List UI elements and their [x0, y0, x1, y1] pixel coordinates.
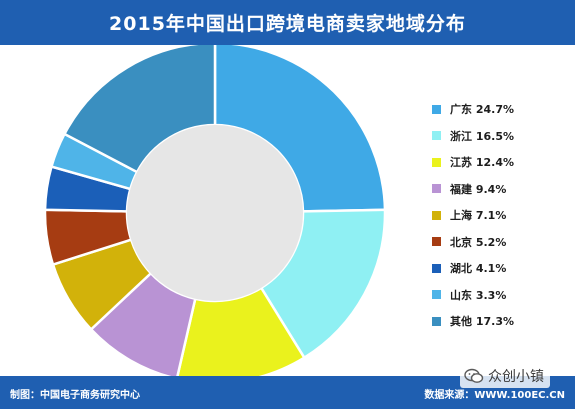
legend-swatch: [432, 316, 441, 326]
donut-chart: [43, 45, 387, 376]
watermark: 众创小镇: [460, 364, 550, 388]
legend-swatch: [432, 237, 441, 247]
legend-swatch: [432, 184, 441, 194]
legend-item-6: 湖北 4.1%: [432, 255, 562, 282]
watermark-text: 众创小镇: [488, 369, 544, 385]
legend-label: 北京 5.2%: [450, 235, 507, 249]
legend-label: 上海 7.1%: [450, 209, 507, 223]
chart-legend: 广东 24.7% 浙江 16.5% 江苏 12.4% 福建 9.4% 上海 7.1% 北京…: [432, 96, 562, 335]
legend-item-4: 上海 7.1%: [432, 202, 562, 229]
legend-swatch: [432, 210, 441, 220]
legend-item-5: 北京 5.2%: [432, 229, 562, 256]
legend-swatch: [432, 157, 441, 167]
legend-swatch: [432, 104, 441, 114]
legend-swatch: [432, 263, 441, 273]
footer-source: 数据来源：WWW.100EC.CN: [424, 390, 565, 401]
legend-label: 浙江 16.5%: [450, 129, 514, 143]
donut-hole: [127, 125, 303, 301]
footer-credit: 制图：中国电子商务研究中心: [10, 390, 140, 401]
wechat-logo-icon: [464, 368, 484, 383]
legend-swatch: [432, 131, 441, 141]
legend-label: 福建 9.4%: [450, 182, 507, 196]
legend-item-2: 江苏 12.4%: [432, 149, 562, 176]
legend-item-0: 广东 24.7%: [432, 96, 562, 123]
chart-title: 2015年中国出口跨境电商卖家地域分布: [0, 0, 575, 45]
legend-item-8: 其他 17.3%: [432, 308, 562, 335]
legend-label: 其他 17.3%: [450, 315, 514, 329]
legend-label: 江苏 12.4%: [450, 156, 514, 170]
legend-item-7: 山东 3.3%: [432, 282, 562, 309]
legend-label: 广东 24.7%: [450, 103, 514, 117]
legend-item-3: 福建 9.4%: [432, 176, 562, 203]
legend-label: 湖北 4.1%: [450, 262, 507, 276]
legend-swatch: [432, 290, 441, 300]
legend-item-1: 浙江 16.5%: [432, 123, 562, 150]
legend-label: 山东 3.3%: [450, 288, 507, 302]
